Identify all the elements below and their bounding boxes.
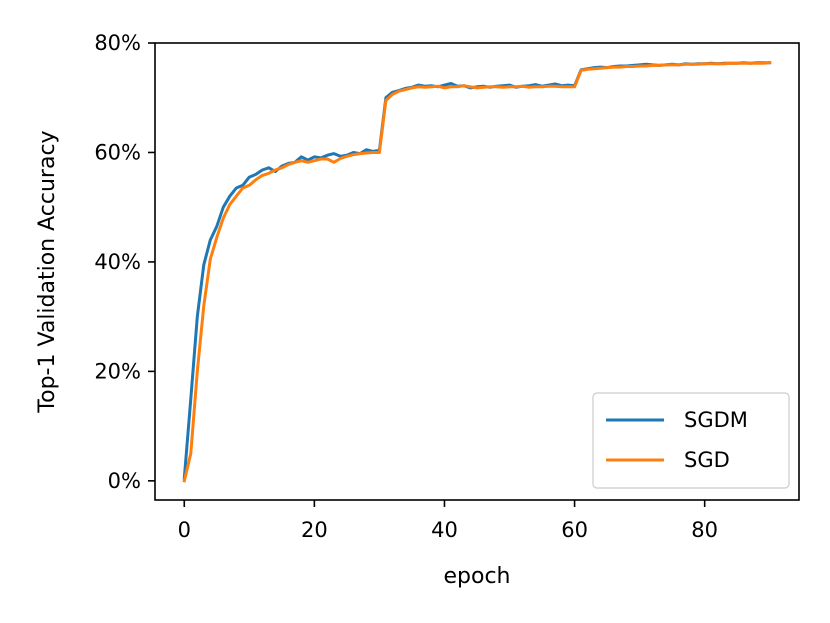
y-tick-label: 0% bbox=[108, 469, 141, 493]
x-tick-label: 60 bbox=[561, 518, 588, 542]
axis-ticks: 0 20 40 60 80 0% 20% 40% 60% 80% bbox=[94, 31, 718, 542]
plot-area bbox=[182, 61, 772, 483]
y-tick-label: 60% bbox=[94, 140, 141, 164]
y-tick-label: 40% bbox=[94, 250, 141, 274]
y-tick-label: 80% bbox=[94, 31, 141, 55]
x-axis-label: epoch bbox=[444, 564, 511, 589]
y-axis-label: Top-1 Validation Accuracy bbox=[35, 130, 60, 413]
x-tick-label: 0 bbox=[178, 518, 191, 542]
legend: SGDM SGD bbox=[592, 392, 790, 489]
plot-frame bbox=[154, 42, 800, 501]
x-tick-label: 40 bbox=[431, 518, 458, 542]
x-tick-label: 20 bbox=[301, 518, 328, 542]
legend-label-sgd: SGD bbox=[684, 448, 730, 472]
series-line-sgd bbox=[182, 61, 772, 483]
legend-box bbox=[592, 392, 790, 489]
x-tick-label: 80 bbox=[691, 518, 718, 542]
legend-label-sgdm: SGDM bbox=[684, 408, 748, 432]
y-tick-label: 20% bbox=[94, 359, 141, 383]
